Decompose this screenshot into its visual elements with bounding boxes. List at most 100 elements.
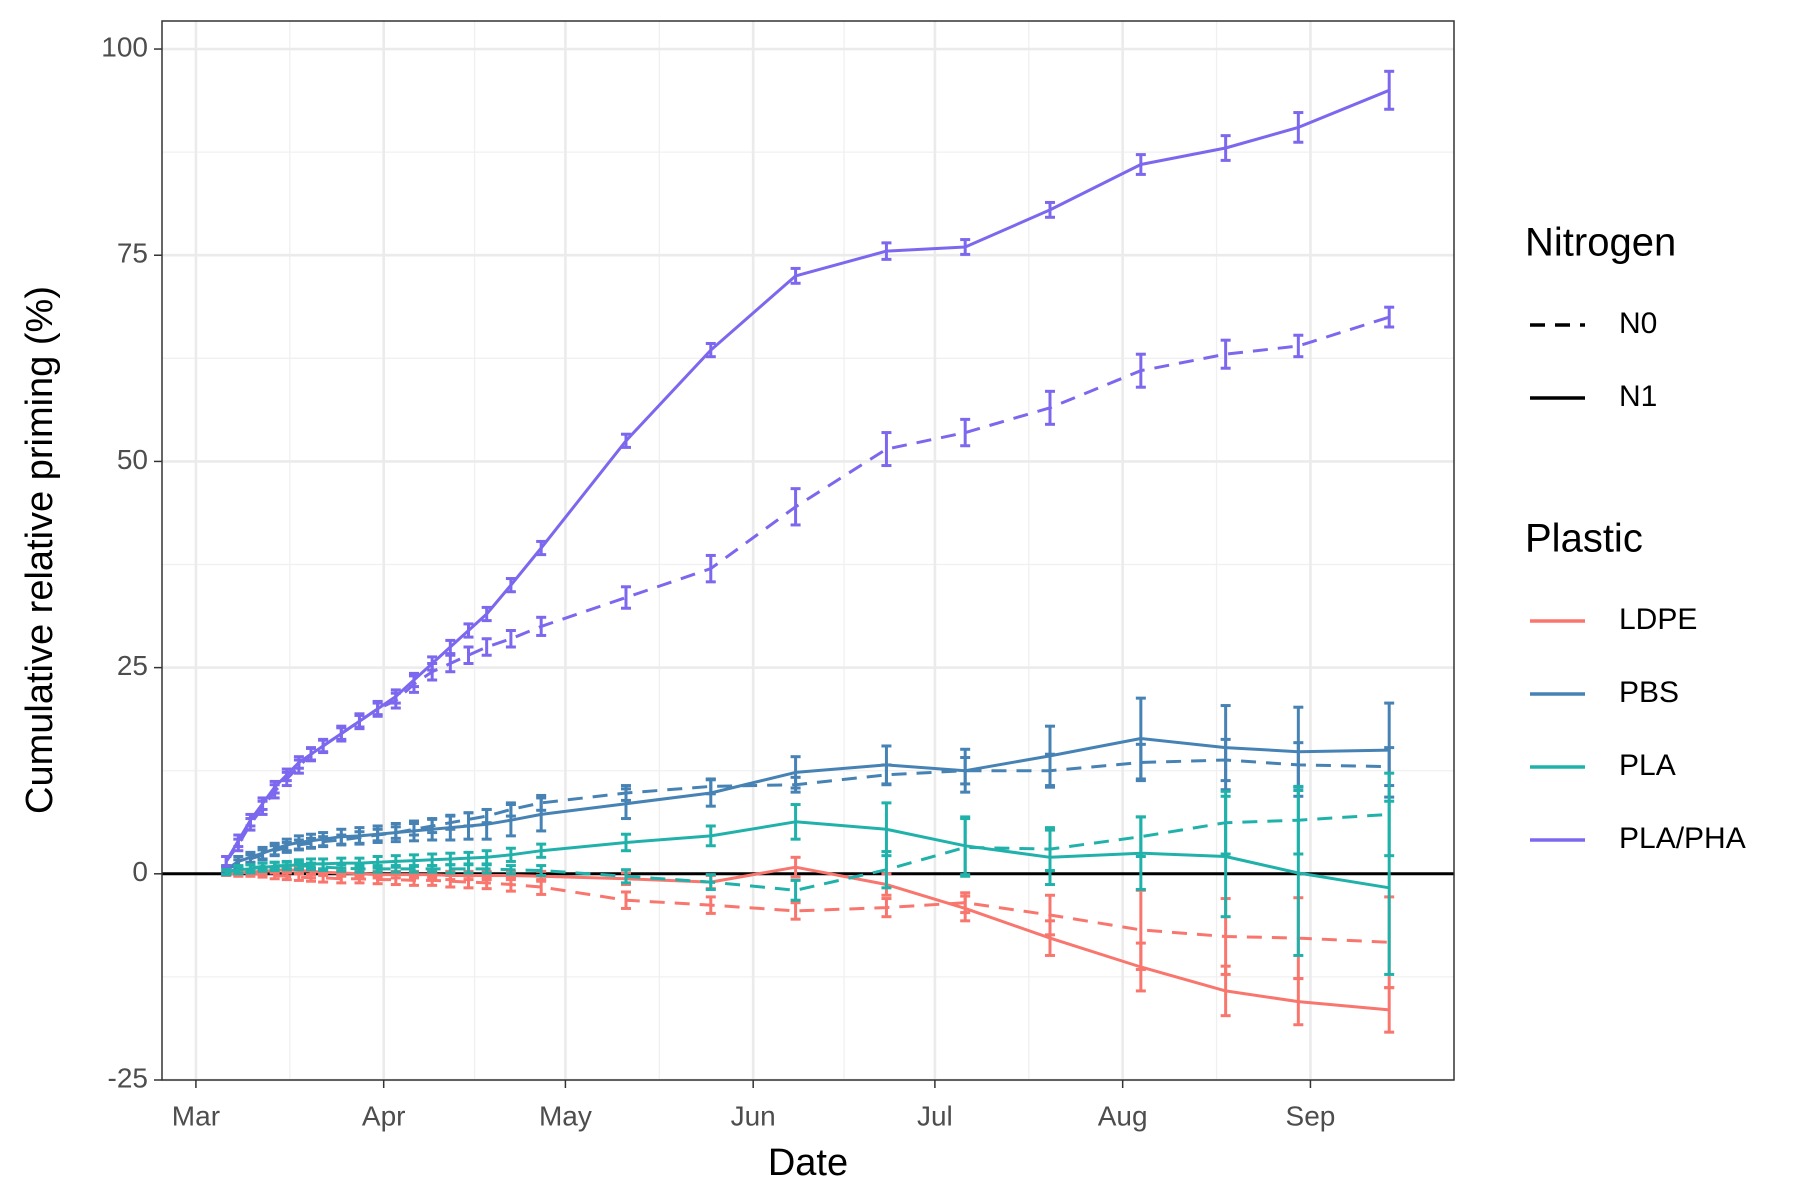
legend-title: Plastic	[1525, 517, 1643, 561]
error-bar	[705, 873, 716, 891]
error-bar	[1044, 724, 1055, 788]
error-bar	[960, 894, 971, 923]
error-bar	[245, 812, 256, 828]
error-bar	[1044, 389, 1055, 426]
series-line	[226, 820, 1390, 890]
series-line	[226, 872, 1390, 944]
error-bar	[790, 901, 801, 921]
error-bar	[705, 341, 716, 359]
error-bar	[1293, 789, 1304, 957]
error-bar	[536, 615, 547, 637]
error-bar	[1220, 964, 1231, 1018]
error-bar	[620, 868, 631, 885]
legend-label: N0	[1619, 307, 1657, 340]
error-bar	[269, 779, 280, 795]
error-bar	[1220, 704, 1231, 792]
error-bar	[1220, 134, 1231, 162]
legend-label: PLA/PHA	[1619, 822, 1746, 855]
legend-label: N1	[1619, 380, 1657, 413]
legend-label: LDPE	[1619, 603, 1697, 636]
error-bar	[463, 811, 474, 841]
error-bar	[881, 744, 892, 786]
error-bar	[427, 655, 438, 672]
error-bar	[705, 553, 716, 584]
series	[221, 696, 1395, 876]
series	[221, 69, 1395, 868]
error-bar	[427, 852, 438, 868]
error-bar	[505, 577, 516, 594]
error-bar	[1135, 696, 1146, 781]
error-bar	[505, 846, 516, 863]
y-axis-title: Cumulative relative priming (%)	[19, 286, 61, 814]
error-bar	[281, 837, 292, 853]
error-bar	[427, 817, 438, 842]
error-bar	[1220, 794, 1231, 919]
error-bar	[1135, 815, 1146, 891]
error-bar	[536, 864, 547, 877]
y-tick-label: 50	[117, 444, 148, 475]
error-bar	[306, 857, 317, 871]
legend-label: PBS	[1619, 676, 1679, 709]
error-bar	[960, 417, 971, 448]
error-bar	[536, 796, 547, 833]
error-bar	[257, 845, 268, 861]
error-bar	[257, 861, 268, 873]
error-bar	[1293, 977, 1304, 1027]
error-bar	[445, 653, 456, 674]
error-bar	[336, 827, 347, 846]
series-line	[224, 315, 1390, 863]
error-bar	[790, 855, 801, 879]
error-bar	[354, 713, 365, 729]
x-tick-label: Sep	[1286, 1100, 1336, 1131]
error-bar	[536, 842, 547, 859]
error-bar	[293, 834, 304, 851]
error-bar	[408, 819, 419, 843]
error-bar	[390, 688, 401, 705]
error-bar	[445, 638, 456, 656]
error-bar	[390, 821, 401, 844]
error-bar	[463, 645, 474, 665]
y-tick-label: 0	[132, 856, 148, 887]
x-axis-title: Date	[768, 1142, 848, 1184]
error-bar	[336, 726, 347, 741]
error-bar	[221, 866, 232, 877]
error-bar	[960, 747, 971, 794]
error-bar	[281, 859, 292, 872]
plot-border	[161, 20, 1455, 1081]
error-bar	[233, 864, 244, 876]
x-tick-label: Aug	[1098, 1100, 1148, 1131]
error-bar	[620, 832, 631, 853]
error-bar	[281, 767, 292, 783]
error-bar	[790, 878, 801, 902]
error-bar	[620, 890, 631, 910]
series	[221, 789, 1395, 976]
error-bar	[1293, 111, 1304, 144]
x-tick-label: Apr	[362, 1100, 406, 1131]
error-bar	[481, 807, 492, 841]
error-bar	[445, 851, 456, 867]
error-bar	[221, 854, 232, 868]
error-bar	[1384, 69, 1395, 111]
error-bar	[372, 854, 383, 870]
error-bar	[372, 824, 383, 844]
y-tick-label: 25	[117, 650, 148, 681]
error-bar	[1044, 828, 1055, 887]
error-bar	[269, 860, 280, 873]
error-bar	[1044, 919, 1055, 957]
error-bar	[1293, 333, 1304, 359]
x-tick-label: May	[539, 1100, 592, 1131]
series-line	[224, 88, 1390, 863]
legend-label: PLA	[1619, 749, 1676, 782]
error-bar	[463, 850, 474, 866]
error-bar	[1044, 200, 1055, 219]
y-tick-label: 100	[101, 31, 148, 62]
error-bar	[306, 746, 317, 762]
error-bar	[257, 796, 268, 811]
error-bar	[881, 241, 892, 261]
series-line	[225, 758, 1390, 872]
error-bar	[1384, 986, 1395, 1034]
error-bar	[408, 671, 419, 689]
error-bar	[620, 787, 631, 821]
